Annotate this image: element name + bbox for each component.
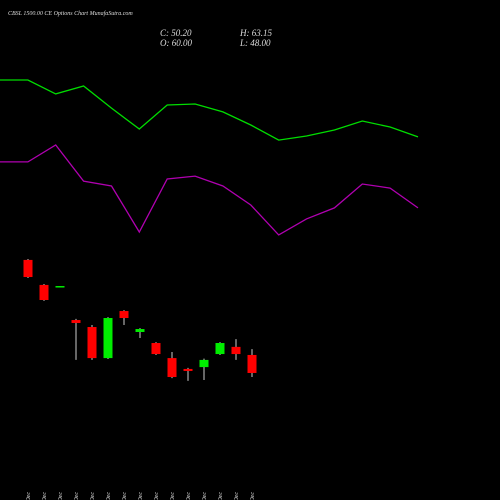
candle-body xyxy=(199,359,209,368)
candle-body xyxy=(71,320,81,323)
candle-body xyxy=(231,346,241,355)
candle-body xyxy=(215,343,225,355)
x-tick-label: 11 Dec xyxy=(106,492,112,500)
x-tick-label: 17 Dec xyxy=(170,492,176,500)
x-tick-label: 16 Dec xyxy=(154,492,160,500)
candle-body xyxy=(23,259,33,278)
x-tick-label: 13 Dec xyxy=(138,492,144,500)
chart-title: CBSL 1500.00 CE Options Chart MunafaSutr… xyxy=(8,10,133,17)
info-high: H: 63.15 xyxy=(239,28,272,38)
x-tick-label: 04 Dec xyxy=(41,492,48,500)
x-tick-label: 23 Dec xyxy=(234,492,240,500)
candle-body xyxy=(135,329,145,332)
x-tick-label: 03 Dec xyxy=(26,492,32,500)
candle-body xyxy=(39,284,49,300)
candle-body xyxy=(183,368,193,371)
candle-body xyxy=(55,286,65,288)
indicator-line xyxy=(0,144,419,236)
info-low: L: 48.00 xyxy=(239,38,271,48)
info-open: O: 60.00 xyxy=(160,38,192,48)
x-tick-label: 19 Dec xyxy=(202,492,208,500)
info-close: C: 50.20 xyxy=(160,28,192,38)
x-tick-label: 12 Dec xyxy=(122,492,128,500)
x-tick-label: 05 Dec xyxy=(58,492,64,500)
candle-body xyxy=(167,358,177,378)
x-tick-label: 10 Dec xyxy=(90,492,96,500)
candle-body xyxy=(151,343,161,355)
x-tick-label: 09 Dec xyxy=(74,492,80,500)
candle-body xyxy=(103,318,113,359)
candle-body xyxy=(247,354,257,373)
candle-body xyxy=(119,311,129,319)
x-tick-label: 20 Dec xyxy=(218,492,224,500)
x-tick-label: 18 Dec xyxy=(186,492,192,500)
x-tick-label: 24 Dec xyxy=(249,492,256,500)
candle-body xyxy=(87,327,97,359)
indicator-line xyxy=(0,79,419,141)
